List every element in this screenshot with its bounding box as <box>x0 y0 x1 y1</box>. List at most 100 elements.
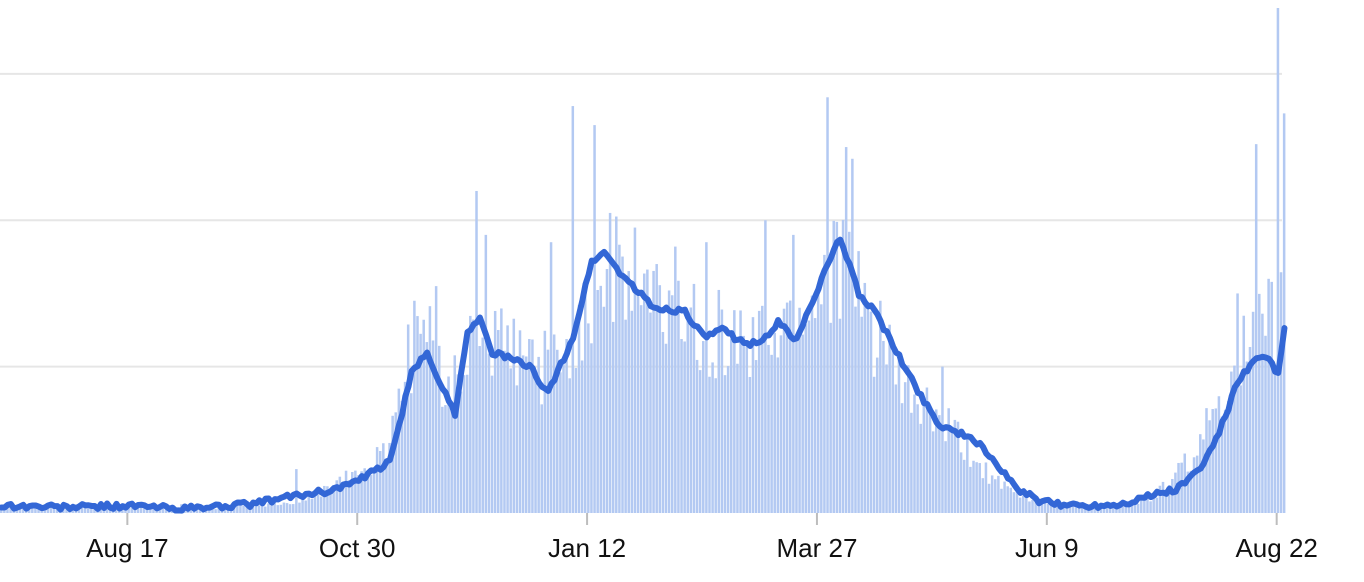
bar <box>1180 462 1183 513</box>
bar <box>593 125 596 513</box>
bar <box>866 308 870 513</box>
bar <box>490 375 494 513</box>
bar <box>1189 470 1193 513</box>
bar <box>627 271 630 513</box>
bar <box>1112 506 1115 513</box>
bar <box>394 412 398 513</box>
bar <box>447 376 450 513</box>
bar <box>323 485 326 513</box>
bar <box>441 406 444 513</box>
bar <box>257 505 261 513</box>
bar <box>1077 506 1081 513</box>
bar <box>894 384 898 513</box>
bar <box>478 346 481 513</box>
bar <box>453 355 457 513</box>
bar <box>807 320 811 513</box>
bar <box>378 451 382 513</box>
bar <box>854 306 857 513</box>
bar <box>692 283 696 513</box>
bar <box>1108 506 1112 513</box>
bar <box>354 470 357 513</box>
bar <box>1155 497 1159 513</box>
bar <box>316 494 320 513</box>
bar <box>792 234 795 513</box>
bar <box>503 350 506 513</box>
bar <box>1149 501 1152 513</box>
bar <box>288 504 292 513</box>
bar <box>397 388 401 513</box>
bar <box>1220 416 1224 513</box>
bar <box>149 507 152 513</box>
bar <box>385 462 388 513</box>
bar <box>577 304 581 513</box>
bar <box>1254 144 1258 513</box>
bar <box>291 504 295 513</box>
bar <box>789 300 792 513</box>
bar <box>351 472 354 513</box>
bar <box>152 508 155 513</box>
bar <box>469 315 472 513</box>
bar <box>1186 471 1190 513</box>
bar <box>388 442 391 513</box>
bar <box>764 220 767 513</box>
bar <box>518 330 522 513</box>
bar <box>711 362 714 513</box>
bar <box>1251 311 1255 513</box>
bar <box>86 508 90 513</box>
bar <box>366 471 370 513</box>
bar <box>472 319 475 513</box>
bar <box>242 505 245 513</box>
bar <box>596 290 599 513</box>
bar <box>444 405 447 513</box>
bar <box>571 106 575 513</box>
bar <box>751 317 755 513</box>
bar <box>674 246 677 513</box>
bar <box>636 295 640 513</box>
bar <box>279 504 283 513</box>
bar <box>1171 478 1174 513</box>
bar <box>1000 488 1003 513</box>
bar <box>512 318 516 513</box>
bar <box>907 365 910 513</box>
bar <box>962 459 966 513</box>
bar <box>1102 506 1106 513</box>
x-tick-label: Mar 27 <box>776 533 857 563</box>
bar <box>1143 497 1146 513</box>
bar <box>1164 489 1168 513</box>
bar <box>90 506 93 513</box>
bar <box>903 382 907 513</box>
bar <box>1264 335 1267 513</box>
x-tick-label: Jan 12 <box>548 533 626 563</box>
bar <box>273 502 276 513</box>
bar <box>733 310 736 513</box>
bar <box>1056 505 1059 513</box>
bar <box>357 475 360 513</box>
bar <box>65 509 68 513</box>
bar <box>335 480 338 513</box>
bar <box>969 466 972 513</box>
bar <box>189 508 192 513</box>
bar <box>922 400 926 513</box>
bar <box>1211 409 1214 513</box>
bar <box>702 341 705 513</box>
bar <box>683 341 686 513</box>
bar <box>1093 506 1096 513</box>
bar <box>863 282 867 513</box>
bar <box>1127 504 1131 513</box>
bar <box>1152 495 1155 513</box>
bar <box>580 360 584 513</box>
bar <box>375 447 379 513</box>
bar <box>1242 315 1246 513</box>
bar <box>1158 485 1162 513</box>
bar <box>546 349 550 513</box>
bar <box>1258 293 1261 513</box>
bar <box>77 508 81 513</box>
bar <box>928 413 932 513</box>
bar <box>1276 8 1280 513</box>
bar <box>450 411 453 513</box>
bar <box>270 505 273 513</box>
bar <box>1208 420 1211 513</box>
bar <box>528 339 531 513</box>
bar <box>1009 487 1013 513</box>
bar <box>869 311 873 513</box>
